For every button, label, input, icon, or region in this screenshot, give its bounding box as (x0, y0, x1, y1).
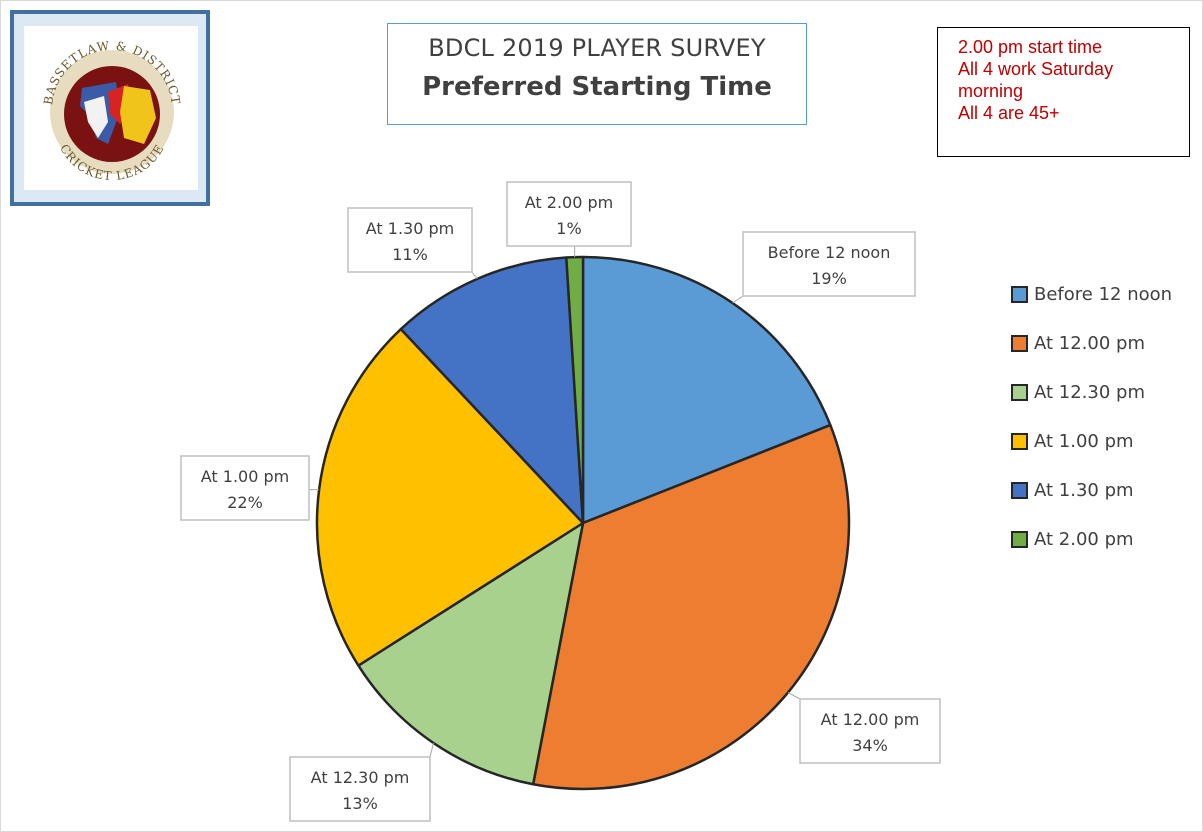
legend-swatch (1011, 335, 1028, 352)
legend-item: At 1.00 pm (1011, 417, 1172, 466)
data-label-percent: 34% (852, 736, 888, 755)
league-logo: BASSETLAW & DISTRICT CRICKET LEAGUE (24, 26, 198, 190)
data-label-category: At 12.00 pm (821, 710, 920, 729)
data-label-percent: 11% (392, 245, 428, 264)
pie-slice (357, 521, 585, 786)
data-label-category: Before 12 noon (768, 243, 891, 262)
legend-item: Before 12 noon (1011, 270, 1172, 319)
data-label-percent: 19% (811, 269, 847, 288)
legend-label: Before 12 noon (1034, 284, 1173, 305)
note-line: All 4 are 45+ (958, 103, 1060, 123)
data-label-percent: 1% (556, 219, 581, 238)
legend-swatch (1011, 531, 1028, 548)
note-line: All 4 work Saturday (958, 59, 1114, 79)
note-line: morning (958, 81, 1024, 101)
legend-item: At 12.00 pm (1011, 319, 1172, 368)
data-label-box (742, 231, 916, 297)
data-label-category: At 1.30 pm (366, 219, 454, 238)
data-label-category: At 12.30 pm (311, 768, 410, 787)
league-logo-frame: BASSETLAW & DISTRICT CRICKET LEAGUE (10, 10, 210, 206)
legend-label: At 1.30 pm (1034, 480, 1134, 501)
note-line: 2.00 pm start time (958, 37, 1103, 57)
pie-slice (565, 255, 585, 525)
data-label-category: At 2.00 pm (525, 193, 613, 212)
legend-swatch (1011, 286, 1028, 303)
legend-item: At 1.30 pm (1011, 466, 1172, 515)
pie-slice (531, 423, 851, 791)
annotation-note: 2.00 pm start time All 4 work Saturday m… (937, 27, 1190, 157)
chart-title-box: BDCL 2019 PLAYER SURVEY Preferred Starti… (387, 23, 807, 125)
chart-title: BDCL 2019 PLAYER SURVEY (428, 34, 766, 62)
data-label-box (347, 207, 473, 273)
data-label-box (180, 455, 310, 521)
data-label-box (506, 181, 632, 247)
chart-subtitle: Preferred Starting Time (422, 72, 772, 102)
legend-swatch (1011, 433, 1028, 450)
legend-item: At 2.00 pm (1011, 515, 1172, 564)
leader-line (787, 692, 801, 700)
legend-label: At 2.00 pm (1034, 529, 1134, 550)
leader-line (429, 742, 434, 758)
legend-swatch (1011, 482, 1028, 499)
data-label-category: At 1.00 pm (201, 467, 289, 486)
legend-label: At 12.00 pm (1034, 333, 1145, 354)
leader-line (471, 271, 478, 280)
legend-label: At 12.30 pm (1034, 382, 1145, 403)
leader-line (732, 295, 744, 304)
legend-label: At 1.00 pm (1034, 431, 1134, 452)
legend-swatch (1011, 384, 1028, 401)
data-label-box (289, 756, 431, 822)
data-label-box (799, 698, 941, 764)
chart-legend: Before 12 noon At 12.00 pm At 12.30 pm At 1… (1011, 270, 1172, 564)
legend-item: At 12.30 pm (1011, 368, 1172, 417)
data-label-percent: 22% (227, 493, 263, 512)
data-label-percent: 13% (342, 794, 378, 813)
